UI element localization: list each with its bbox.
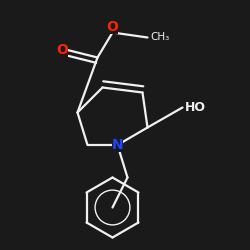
Text: CH₃: CH₃ [150, 32, 169, 42]
Text: O: O [106, 20, 118, 34]
Text: N: N [112, 138, 123, 152]
Text: HO: HO [185, 101, 206, 114]
Text: O: O [56, 43, 68, 57]
